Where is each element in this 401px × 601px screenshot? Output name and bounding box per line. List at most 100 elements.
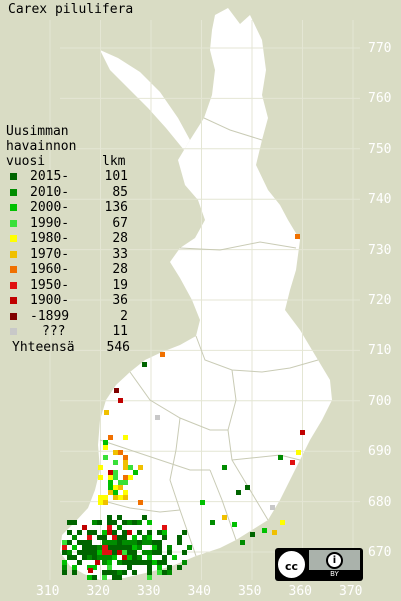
observation-cell [62,550,67,555]
observation-cell [118,485,123,490]
observation-cell [108,485,113,490]
observation-cell [280,520,285,525]
legend-heading-3: vuosi [6,154,46,169]
observation-cell [117,570,122,575]
legend-swatch [10,328,17,335]
observation-cell [107,565,112,570]
observation-cell [62,570,67,575]
legend-heading-1: Uusimman [6,124,69,139]
observation-cell [132,540,137,545]
observation-cell [132,570,137,575]
observation-cell [113,475,118,480]
observation-cell [128,475,133,480]
observation-cell [67,540,72,545]
legend-count: 67 [112,215,128,231]
y-tick-label: 710 [368,343,392,359]
observation-cell [162,525,167,530]
observation-cell [113,470,118,475]
observation-cell [122,530,127,535]
observation-cell [77,530,82,535]
observation-cell [92,520,97,525]
y-tick-label: 680 [368,494,392,510]
observation-cell [123,460,128,465]
legend-swatch [10,219,17,227]
cc-by-license-badge[interactable]: cc i BY [275,548,363,581]
cc-icon: cc [278,551,305,578]
observation-cell [113,490,118,495]
observation-cell [117,515,122,520]
observation-cell [127,550,132,555]
legend-swatch [10,188,17,196]
legend: Uusimman havainnon vuosi lkm 2015- 101 201… [6,124,130,356]
observation-cell [167,565,172,570]
observation-cell [102,570,107,575]
observation-cell [107,530,112,535]
legend-row: 1950- 19 [6,278,128,294]
observation-cell [162,535,167,540]
observation-cell [117,550,122,555]
observation-cell [187,545,192,550]
observation-cell [97,545,102,550]
observation-cell [122,555,127,560]
observation-cell [152,540,157,545]
observation-cell [97,520,102,525]
observation-cell [98,465,103,470]
observation-cell [62,540,67,545]
observation-cell [177,565,182,570]
observation-cell [82,545,87,550]
x-tick-label: 350 [238,584,262,599]
observation-cell [128,465,133,470]
observation-cell [162,560,167,565]
legend-count: 19 [112,277,128,293]
observation-cell [122,520,127,525]
legend-count: 136 [104,200,128,215]
legend-swatch [10,297,17,304]
observation-cell [117,535,122,540]
observation-cell [162,555,167,560]
observation-cell [62,565,67,570]
observation-cell [112,550,117,555]
observation-cell [157,540,162,545]
observation-cell [137,555,142,560]
observation-cell [102,530,107,535]
observation-cell [122,550,127,555]
observation-cell [137,545,142,550]
observation-cell [122,545,127,550]
observation-cell [295,234,300,239]
observation-cell [67,520,72,525]
observation-cell [97,535,102,540]
observation-cell [300,430,305,435]
legend-count: 85 [112,184,128,200]
x-tick-label: 370 [339,584,363,599]
observation-cell [122,560,127,565]
observation-cell [296,450,301,455]
legend-label: 2015- [30,169,70,184]
observation-cell [107,560,112,565]
observation-cell [107,570,112,575]
observation-cell [107,540,112,545]
observation-cells [62,234,305,580]
observation-cell [108,490,113,495]
observation-cell [82,525,87,530]
observation-cell [278,455,283,460]
observation-cell [147,565,152,570]
y-tick-label: 750 [368,141,392,157]
observation-cell [167,570,172,575]
observation-cell [123,455,128,460]
region-borders [99,117,319,557]
observation-cell [107,520,112,525]
observation-cell [87,565,92,570]
observation-cell [108,435,113,440]
observation-cell [167,545,172,550]
observation-cell [102,560,107,565]
observation-cell [112,570,117,575]
observation-cell [72,545,77,550]
observation-cell [137,540,142,545]
observation-cell [67,555,72,560]
observation-cell [182,550,187,555]
observation-cell [92,575,97,580]
legend-label: 2010- [30,184,70,200]
observation-cell [127,530,132,535]
